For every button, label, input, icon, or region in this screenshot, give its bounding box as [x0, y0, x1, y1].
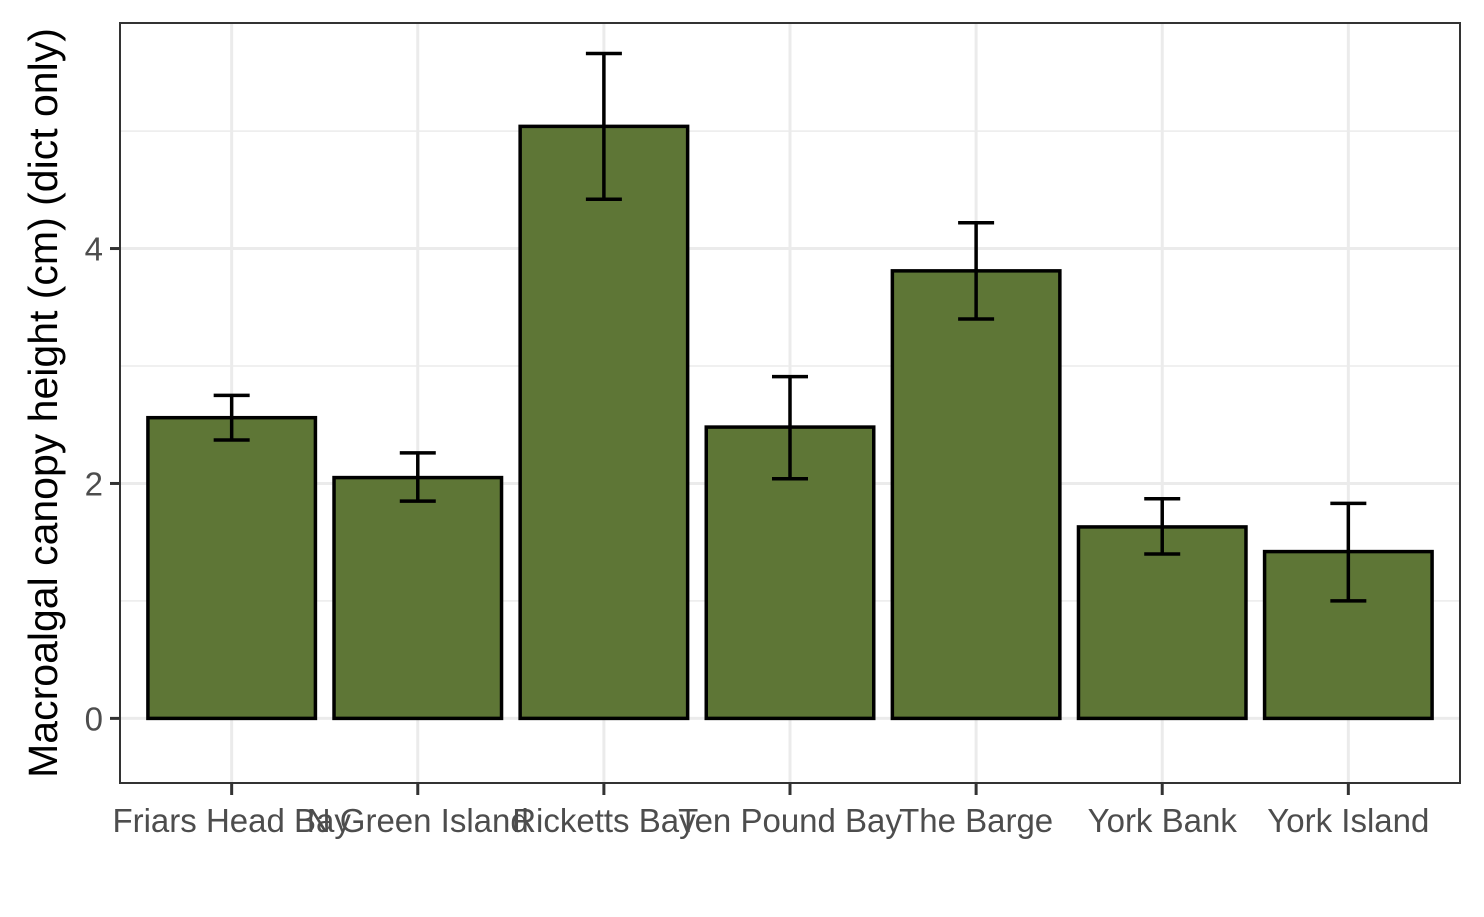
error-bar [399, 451, 436, 503]
bar [332, 475, 504, 721]
y-axis-title: Macroalgal canopy height (cm) (dict only… [20, 28, 66, 778]
error-bar [772, 374, 808, 481]
y-tick-label: 0 [85, 700, 103, 737]
x-tick-label: Ricketts Bay [512, 802, 696, 839]
bars [146, 124, 1434, 721]
x-tick-label: Friars Head Bay [112, 802, 351, 839]
y-axis: 0 2 4 [85, 231, 120, 737]
error-bar [1330, 501, 1367, 603]
x-tick-label: York Island [1267, 802, 1429, 839]
error-bars [213, 51, 1367, 603]
x-tick-label: Ten Pound Bay [678, 802, 902, 839]
x-tick-label: York Bank [1088, 802, 1238, 839]
bar [890, 269, 1062, 721]
x-tick-label: The Barge [899, 802, 1053, 839]
y-tick-label: 2 [85, 465, 103, 502]
y-tick-label: 4 [85, 231, 103, 268]
error-bar [585, 51, 622, 201]
bar [1076, 525, 1248, 721]
x-tick-label: N Green Island [307, 802, 529, 839]
bar [518, 124, 690, 721]
bar [146, 415, 318, 721]
error-bar [213, 393, 250, 442]
error-bar [1144, 496, 1181, 556]
error-bar [958, 220, 995, 321]
